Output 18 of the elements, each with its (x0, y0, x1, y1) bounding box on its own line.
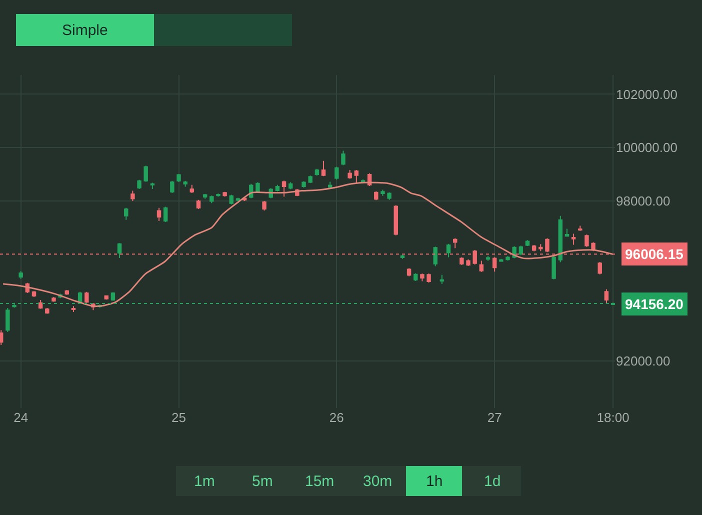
y-tick-label: 92000.00 (616, 354, 670, 369)
text: 5m (252, 473, 273, 490)
x-tick-label: 27 (487, 410, 502, 425)
ref-line-label: 94156.20 (625, 296, 684, 312)
x-tick-label: 24 (14, 410, 28, 425)
text: 15m (305, 473, 334, 490)
x-tick-label: 18:00 (596, 410, 630, 425)
x-tick-label: 26 (329, 410, 344, 425)
text: 1m (194, 473, 215, 490)
text: 1h (426, 473, 443, 490)
y-tick-label: 98000.00 (616, 193, 670, 208)
text: 30m (363, 473, 392, 490)
y-tick-label: 100000.00 (616, 140, 678, 156)
text: Simple (62, 22, 108, 39)
y-tick-label: 102000.00 (616, 86, 678, 102)
text: 1d (484, 473, 501, 490)
ref-line-label: 96006.15 (625, 246, 684, 262)
x-tick-label: 25 (172, 410, 186, 425)
